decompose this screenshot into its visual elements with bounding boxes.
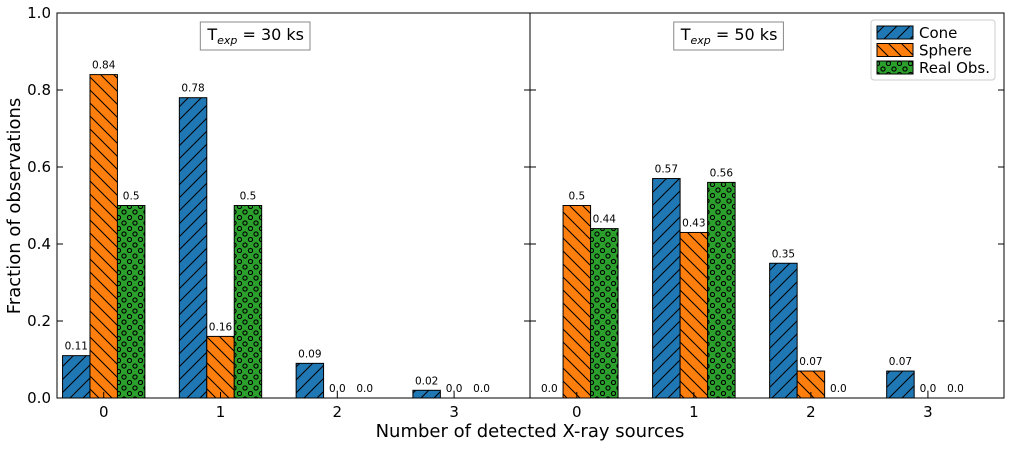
x-axis-label: Number of detected X-ray sources [376,421,685,442]
data-label: 0.16 [209,321,233,333]
data-label: 0.44 [593,214,617,226]
data-label: 0.56 [710,167,734,179]
bar-hatch-1-0-1 [206,335,235,399]
y-tick-label: 0.6 [27,158,51,176]
data-label: 0.5 [123,191,140,203]
x-tick-label: 2 [806,403,816,421]
x-tick-label: 2 [333,403,343,421]
y-tick-label: 0.0 [27,389,51,407]
data-label: 0.11 [65,341,88,353]
panel-title-suffix: = 50 ks [711,25,778,44]
x-tick-label: 1 [216,403,226,421]
bar-hatch-0-0-0 [62,355,91,399]
data-label: 0.07 [889,356,912,368]
y-tick-label: 0.4 [27,235,51,253]
panel-title-subscript: exp [691,34,711,47]
panel-title-prefix: T [680,25,691,44]
bar-hatch-2-0-0 [116,205,146,399]
legend-entry-label: Real Obs. [919,59,990,77]
data-label: 0.09 [298,348,321,360]
x-tick-label: 3 [923,403,933,421]
data-label: 0.78 [181,83,204,95]
legend-swatch-hatch-0 [876,25,914,40]
panel-title-1: Texp = 50 ks [680,25,778,47]
bar-hatch-0-1-1 [652,178,681,399]
data-label: 0.0 [356,383,373,395]
legend-entry-label: Cone [919,24,957,42]
legend-entry-label: Sphere [919,42,972,60]
bar-hatch-2-1-1 [707,181,736,399]
bar-hatch-0-1-3 [886,370,915,399]
y-tick-label: 0.2 [27,312,51,330]
data-label: 0.57 [655,164,678,176]
bar-hatch-1-1-1 [679,231,709,399]
bar-hatch-0-0-2 [295,362,325,399]
data-label: 0.0 [830,383,847,395]
legend-swatch-hatch-1 [876,43,914,57]
y-axis-label: Fraction of observations [4,98,25,314]
data-label: 0.0 [920,383,937,395]
panel-title-box-1 [673,21,784,51]
bar-hatch-1-0-0 [89,74,118,399]
data-label: 0.02 [415,375,438,387]
data-label: 0.0 [947,383,964,395]
data-label: 0.35 [772,248,795,260]
x-tick-label: 3 [449,403,459,421]
bar-hatch-1-1-0 [562,205,592,399]
x-tick-label: 0 [572,403,582,421]
bar-hatch-2-0-1 [233,205,263,399]
data-label: 0.07 [799,356,822,368]
data-label: 0.84 [92,60,116,72]
data-label: 0.5 [240,191,257,203]
data-label: 0.0 [473,383,490,395]
panel-title-0: Texp = 30 ks [206,25,304,47]
legend-swatch-hatch-2 [876,60,914,75]
y-tick-label: 1.0 [27,4,51,22]
panel-title-subscript: exp [217,34,237,47]
panel-frame-1 [529,12,1005,399]
y-tick-label: 0.8 [27,81,51,99]
data-label: 0.0 [541,383,558,395]
panel-title-box-0 [199,21,311,51]
x-tick-label: 0 [99,403,109,421]
data-label: 0.43 [682,217,705,229]
x-tick-label: 1 [689,403,699,421]
data-label: 0.0 [446,383,463,395]
bar-hatch-2-1-0 [590,228,619,399]
bar-hatch-0-1-2 [769,262,798,399]
panel-title-prefix: T [206,25,217,44]
bar-hatch-0-0-3 [412,389,441,399]
bar-hatch-0-0-1 [178,97,208,399]
data-label: 0.5 [568,191,585,203]
panel-title-suffix: = 30 ks [237,25,304,44]
data-label: 0.0 [329,383,346,395]
